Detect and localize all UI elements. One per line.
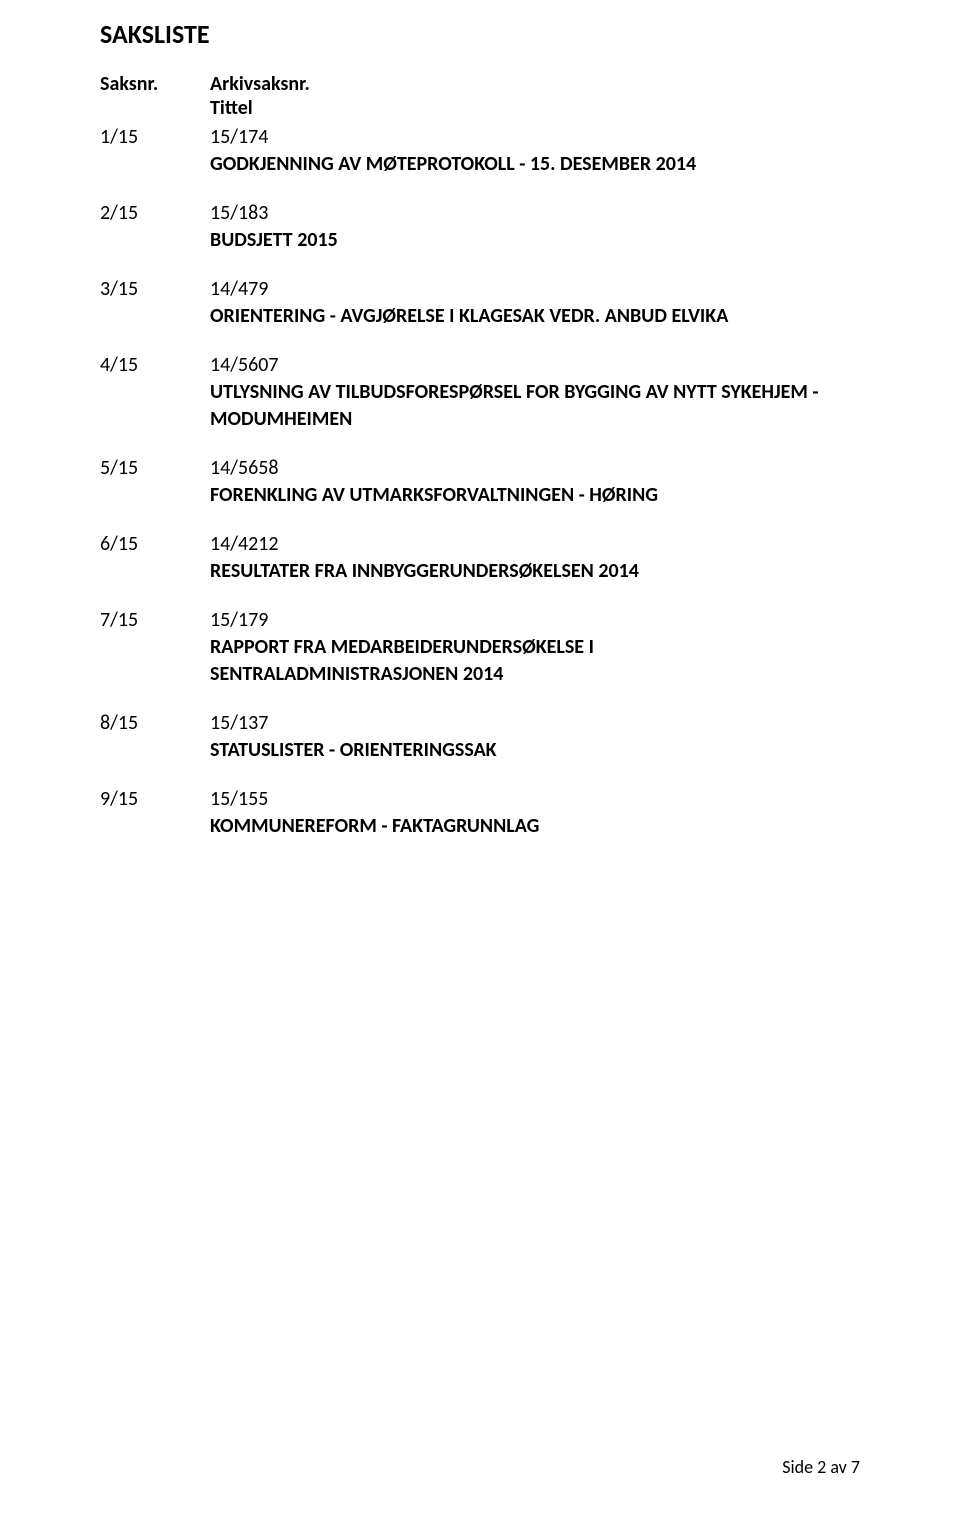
- saksnr-value: 1/15: [100, 124, 210, 178]
- item-body: 14/4212RESULTATER FRA INNBYGGERUNDERSØKE…: [210, 531, 860, 585]
- item-title-line: ORIENTERING - AVGJØRELSE I KLAGESAK VEDR…: [210, 303, 860, 330]
- saksnr-value: 4/15: [100, 352, 210, 433]
- item-title-line: RAPPORT FRA MEDARBEIDERUNDERSØKELSE I: [210, 634, 860, 661]
- arkiv-value: 15/179: [210, 607, 860, 634]
- arkiv-value: 15/137: [210, 710, 860, 737]
- list-item: 7/1515/179RAPPORT FRA MEDARBEIDERUNDERSØ…: [100, 607, 860, 688]
- saksnr-value: 2/15: [100, 200, 210, 254]
- item-title-line: UTLYSNING AV TILBUDSFORESPØRSEL FOR BYGG…: [210, 379, 860, 406]
- item-title-line: KOMMUNEREFORM - FAKTAGRUNNLAG: [210, 813, 860, 840]
- list-item: 3/1514/479ORIENTERING - AVGJØRELSE I KLA…: [100, 276, 860, 330]
- arkiv-value: 14/4212: [210, 531, 860, 558]
- list-item: 2/1515/183BUDSJETT 2015: [100, 200, 860, 254]
- arkiv-value: 14/5607: [210, 352, 860, 379]
- item-title-line: MODUMHEIMEN: [210, 406, 860, 433]
- list-item: 5/1514/5658FORENKLING AV UTMARKSFORVALTN…: [100, 455, 860, 509]
- saksnr-value: 3/15: [100, 276, 210, 330]
- item-title-line: SENTRALADMINISTRASJONEN 2014: [210, 661, 860, 688]
- list-item: 4/1514/5607UTLYSNING AV TILBUDSFORESPØRS…: [100, 352, 860, 433]
- item-title-line: BUDSJETT 2015: [210, 227, 860, 254]
- arkiv-value: 15/183: [210, 200, 860, 227]
- saksnr-value: 5/15: [100, 455, 210, 509]
- arkiv-value: 15/155: [210, 786, 860, 813]
- item-body: 14/5658FORENKLING AV UTMARKSFORVALTNINGE…: [210, 455, 860, 509]
- saksnr-value: 8/15: [100, 710, 210, 764]
- list-item: 6/1514/4212RESULTATER FRA INNBYGGERUNDER…: [100, 531, 860, 585]
- item-title-line: FORENKLING AV UTMARKSFORVALTNINGEN - HØR…: [210, 482, 860, 509]
- saksnr-value: 6/15: [100, 531, 210, 585]
- item-body: 15/183BUDSJETT 2015: [210, 200, 860, 254]
- list-item: 8/1515/137STATUSLISTER - ORIENTERINGSSAK: [100, 710, 860, 764]
- item-body: 14/5607UTLYSNING AV TILBUDSFORESPØRSEL F…: [210, 352, 860, 433]
- item-body: 15/155KOMMUNEREFORM - FAKTAGRUNNLAG: [210, 786, 860, 840]
- item-title-line: STATUSLISTER - ORIENTERINGSSAK: [210, 737, 860, 764]
- saksnr-value: 7/15: [100, 607, 210, 688]
- header-right: Arkivsaksnr. Tittel: [210, 72, 860, 120]
- item-body: 15/179RAPPORT FRA MEDARBEIDERUNDERSØKELS…: [210, 607, 860, 688]
- item-title-line: RESULTATER FRA INNBYGGERUNDERSØKELSEN 20…: [210, 558, 860, 585]
- arkiv-value: 15/174: [210, 124, 860, 151]
- page-footer: Side 2 av 7: [782, 1456, 860, 1478]
- list-item: 1/1515/174GODKJENNING AV MØTEPROTOKOLL -…: [100, 124, 860, 178]
- item-body: 15/174GODKJENNING AV MØTEPROTOKOLL - 15.…: [210, 124, 860, 178]
- header-arkivsaksnr: Arkivsaksnr.: [210, 72, 860, 96]
- page-title: SAKSLISTE: [100, 18, 860, 50]
- page: SAKSLISTE Saksnr. Arkivsaksnr. Tittel 1/…: [0, 0, 960, 1518]
- header-saksnr: Saksnr.: [100, 72, 210, 120]
- header-tittel: Tittel: [210, 96, 860, 120]
- arkiv-value: 14/5658: [210, 455, 860, 482]
- item-body: 15/137STATUSLISTER - ORIENTERINGSSAK: [210, 710, 860, 764]
- saksnr-value: 9/15: [100, 786, 210, 840]
- item-body: 14/479ORIENTERING - AVGJØRELSE I KLAGESA…: [210, 276, 860, 330]
- column-headers: Saksnr. Arkivsaksnr. Tittel: [100, 72, 860, 120]
- list-item: 9/1515/155KOMMUNEREFORM - FAKTAGRUNNLAG: [100, 786, 860, 840]
- entries-list: 1/1515/174GODKJENNING AV MØTEPROTOKOLL -…: [100, 124, 860, 840]
- item-title-line: GODKJENNING AV MØTEPROTOKOLL - 15. DESEM…: [210, 151, 860, 178]
- arkiv-value: 14/479: [210, 276, 860, 303]
